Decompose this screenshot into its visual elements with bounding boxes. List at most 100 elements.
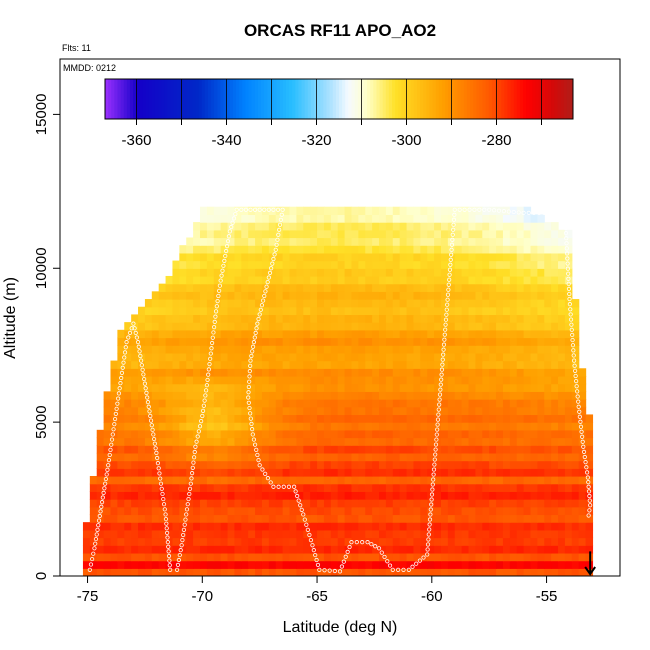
heatmap-cell [372, 375, 380, 385]
heatmap-cell [502, 206, 511, 215]
heatmap-cell [206, 291, 215, 300]
heatmap-cell [193, 568, 201, 576]
heatmap-cell [413, 522, 421, 531]
heatmap-cell [241, 352, 249, 362]
heatmap-cell [372, 499, 380, 508]
heatmap-cell [571, 360, 580, 369]
heatmap-cell [200, 206, 208, 215]
heatmap-cell [516, 460, 525, 469]
heatmap-cell [158, 445, 167, 454]
heatmap-cell [379, 206, 387, 215]
heatmap-cell [227, 468, 236, 477]
heatmap-cell [234, 445, 242, 454]
colorbar-swatch [398, 79, 402, 119]
heatmap-cell [544, 275, 552, 285]
heatmap-cell [282, 414, 291, 423]
arrow-head [584, 566, 596, 576]
heatmap-cell [372, 422, 380, 431]
heatmap-cell [454, 368, 463, 377]
heatmap-cell [427, 406, 435, 416]
heatmap-cell [461, 283, 470, 292]
heatmap-cell [585, 483, 594, 492]
heatmap-cell [248, 222, 256, 231]
heatmap-cell [420, 445, 428, 454]
heatmap-cell [530, 429, 538, 439]
heatmap-cell [440, 206, 449, 215]
heatmap-cell [440, 329, 449, 339]
heatmap-cell [151, 560, 160, 569]
heatmap-cell [537, 437, 545, 446]
heatmap-cell [138, 506, 146, 516]
heatmap-cell [248, 506, 256, 516]
heatmap-cell [310, 522, 318, 531]
colorbar-swatch [183, 79, 187, 119]
track-point [301, 512, 306, 517]
heatmap-cell [124, 568, 132, 576]
heatmap-cell [213, 322, 222, 331]
heatmap-cell [530, 306, 538, 316]
heatmap-cell [544, 391, 552, 400]
heatmap-cell [255, 314, 263, 323]
heatmap-cell [392, 329, 401, 339]
heatmap-cell [379, 368, 387, 377]
heatmap-cell [165, 429, 174, 439]
heatmap-cell [399, 368, 408, 377]
heatmap-cell [468, 452, 477, 462]
heatmap-cell [248, 391, 256, 400]
heatmap-cell [420, 537, 428, 546]
heatmap-cell [544, 414, 552, 423]
heatmap-cell [454, 299, 463, 308]
heatmap-cell [206, 552, 215, 562]
heatmap-cell [158, 560, 167, 569]
heatmap-cell [110, 522, 118, 531]
heatmap-cell [475, 406, 483, 416]
heatmap-cell [206, 383, 215, 392]
heatmap-cell [344, 422, 353, 431]
heatmap-cell [261, 337, 270, 346]
track-point [262, 207, 267, 212]
heatmap-cell [468, 437, 477, 446]
heatmap-cell [440, 545, 449, 554]
heatmap-cell [206, 499, 215, 508]
heatmap-cell [317, 206, 325, 215]
heatmap-cell [468, 245, 477, 254]
heatmap-cell [158, 537, 167, 546]
heatmap-cell [461, 452, 470, 462]
heatmap-cell [227, 345, 236, 354]
heatmap-cell [399, 352, 408, 362]
heatmap-cell [89, 506, 98, 516]
heatmap-cell [179, 445, 187, 454]
heatmap-cell [337, 483, 346, 492]
heatmap-cell [502, 475, 511, 485]
colorbar-swatch [217, 79, 221, 119]
colorbar-tick-label: -280 [481, 132, 511, 149]
heatmap-cell [564, 522, 573, 531]
heatmap-cell [365, 306, 373, 316]
heatmap-cell [255, 475, 263, 485]
heatmap-cell [530, 460, 538, 469]
track-point [145, 395, 150, 400]
heatmap-cell [530, 499, 538, 508]
heatmap-cell [282, 399, 291, 408]
heatmap-cell [516, 260, 525, 269]
heatmap-cell [523, 375, 532, 385]
heatmap-cell [564, 560, 573, 569]
heatmap-cell [544, 460, 552, 469]
heatmap-cell [103, 468, 112, 477]
heatmap-cell [537, 314, 545, 323]
heatmap-cell [461, 337, 470, 346]
heatmap-cell [413, 437, 421, 446]
heatmap-cell [406, 368, 415, 377]
heatmap-cell [179, 337, 187, 346]
heatmap-cell [344, 299, 353, 308]
heatmap-cell [434, 368, 442, 377]
heatmap-cell [571, 314, 580, 323]
heatmap-cell [530, 352, 538, 362]
heatmap-cell [351, 414, 359, 423]
heatmap-cell [482, 375, 490, 385]
heatmap-cell [509, 299, 518, 308]
track-point [436, 407, 441, 412]
heatmap-cell [385, 329, 394, 339]
track-point [586, 484, 591, 489]
heatmap-cell [461, 506, 470, 516]
